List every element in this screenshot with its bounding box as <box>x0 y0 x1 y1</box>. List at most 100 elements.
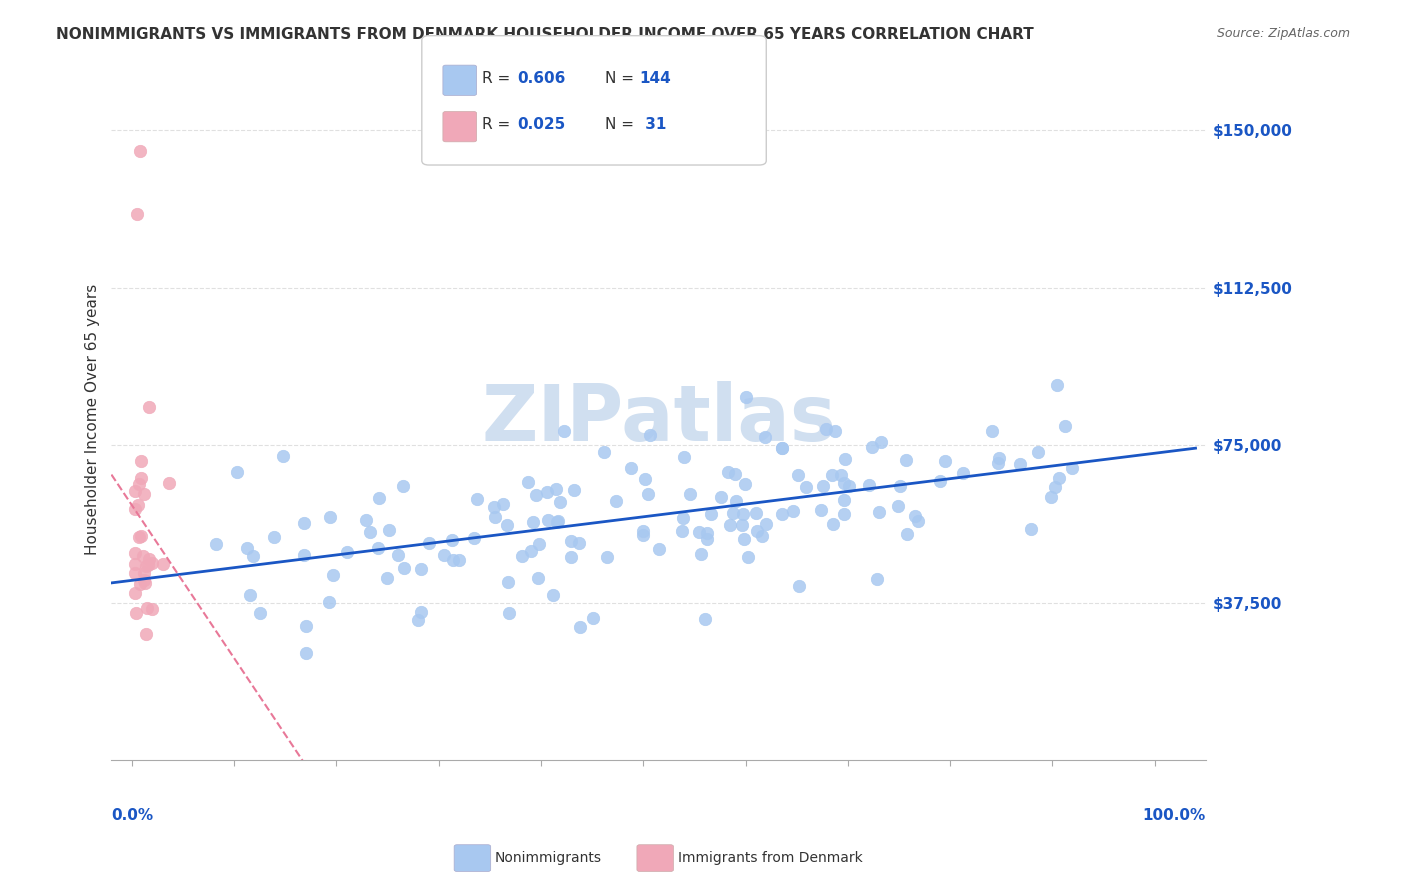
Point <box>319 509 342 524</box>
Point <box>721 507 744 521</box>
Point <box>482 500 505 515</box>
Point <box>838 479 860 493</box>
Point <box>813 479 835 493</box>
Point <box>688 525 710 540</box>
Point <box>132 487 155 501</box>
Point <box>832 493 855 508</box>
Point <box>124 546 146 560</box>
Point <box>1040 490 1063 504</box>
Point <box>138 400 160 414</box>
Point <box>787 579 810 593</box>
Point <box>129 470 152 484</box>
Point <box>537 513 560 527</box>
Point <box>832 475 855 490</box>
Point <box>441 533 464 548</box>
Point <box>700 507 723 521</box>
Point <box>889 479 911 493</box>
Point <box>858 478 880 492</box>
Point <box>834 452 856 467</box>
Point <box>596 549 619 564</box>
Point <box>541 588 564 602</box>
Point <box>770 441 793 455</box>
Text: N =: N = <box>605 71 638 86</box>
Point <box>725 494 748 508</box>
Point <box>568 536 591 550</box>
Point <box>733 532 755 546</box>
Text: R =: R = <box>482 118 516 132</box>
Point <box>135 559 157 574</box>
Point <box>249 607 271 621</box>
Point <box>866 572 889 586</box>
Point <box>731 518 754 533</box>
Point <box>734 477 756 491</box>
Point <box>375 572 398 586</box>
Text: 0.025: 0.025 <box>517 118 565 132</box>
Point <box>127 499 149 513</box>
Text: N =: N = <box>605 118 638 132</box>
Point <box>131 454 153 468</box>
Point <box>695 612 717 626</box>
Point <box>1062 460 1084 475</box>
Point <box>1021 523 1043 537</box>
Point <box>1047 471 1070 485</box>
Point <box>273 449 295 463</box>
Point <box>737 549 759 564</box>
Point <box>564 483 586 497</box>
Point <box>432 548 454 562</box>
Point <box>392 560 415 574</box>
Text: 31: 31 <box>640 118 666 132</box>
Point <box>134 576 156 591</box>
Point <box>129 144 152 158</box>
Text: R =: R = <box>482 71 516 86</box>
Point <box>823 517 845 532</box>
Point <box>336 545 359 559</box>
Point <box>354 513 377 527</box>
Point <box>392 479 415 493</box>
Point <box>568 620 591 634</box>
Point <box>239 588 262 602</box>
Point <box>367 541 389 555</box>
Point <box>124 501 146 516</box>
Point <box>548 495 571 509</box>
Point <box>981 425 1004 439</box>
Point <box>830 467 852 482</box>
Point <box>132 566 155 580</box>
Point <box>524 488 547 502</box>
Point <box>745 524 768 538</box>
Text: Source: ZipAtlas.com: Source: ZipAtlas.com <box>1216 27 1350 40</box>
Point <box>755 517 778 532</box>
Point <box>322 568 344 582</box>
Point <box>368 491 391 506</box>
Point <box>496 518 519 533</box>
Point <box>619 461 641 475</box>
Point <box>467 491 489 506</box>
Point <box>633 524 655 538</box>
Point <box>129 529 152 543</box>
Point <box>988 450 1011 465</box>
Point <box>242 549 264 563</box>
Point <box>1026 445 1049 459</box>
Point <box>129 577 152 591</box>
Text: 100.0%: 100.0% <box>1143 808 1206 823</box>
Point <box>605 494 627 508</box>
Point <box>671 524 693 538</box>
Point <box>449 552 471 566</box>
Point <box>1010 457 1032 471</box>
Point <box>125 207 148 221</box>
Point <box>637 486 659 500</box>
Point <box>952 466 974 480</box>
Point <box>745 506 768 520</box>
Point <box>496 575 519 590</box>
Point <box>987 457 1010 471</box>
Point <box>498 606 520 620</box>
Point <box>547 514 569 528</box>
Point <box>560 549 582 564</box>
Point <box>716 465 738 479</box>
Point <box>441 552 464 566</box>
Point <box>638 428 661 442</box>
Point <box>128 477 150 491</box>
Point <box>294 619 316 633</box>
Point <box>679 486 702 500</box>
Point <box>929 475 952 489</box>
Point <box>696 533 718 547</box>
